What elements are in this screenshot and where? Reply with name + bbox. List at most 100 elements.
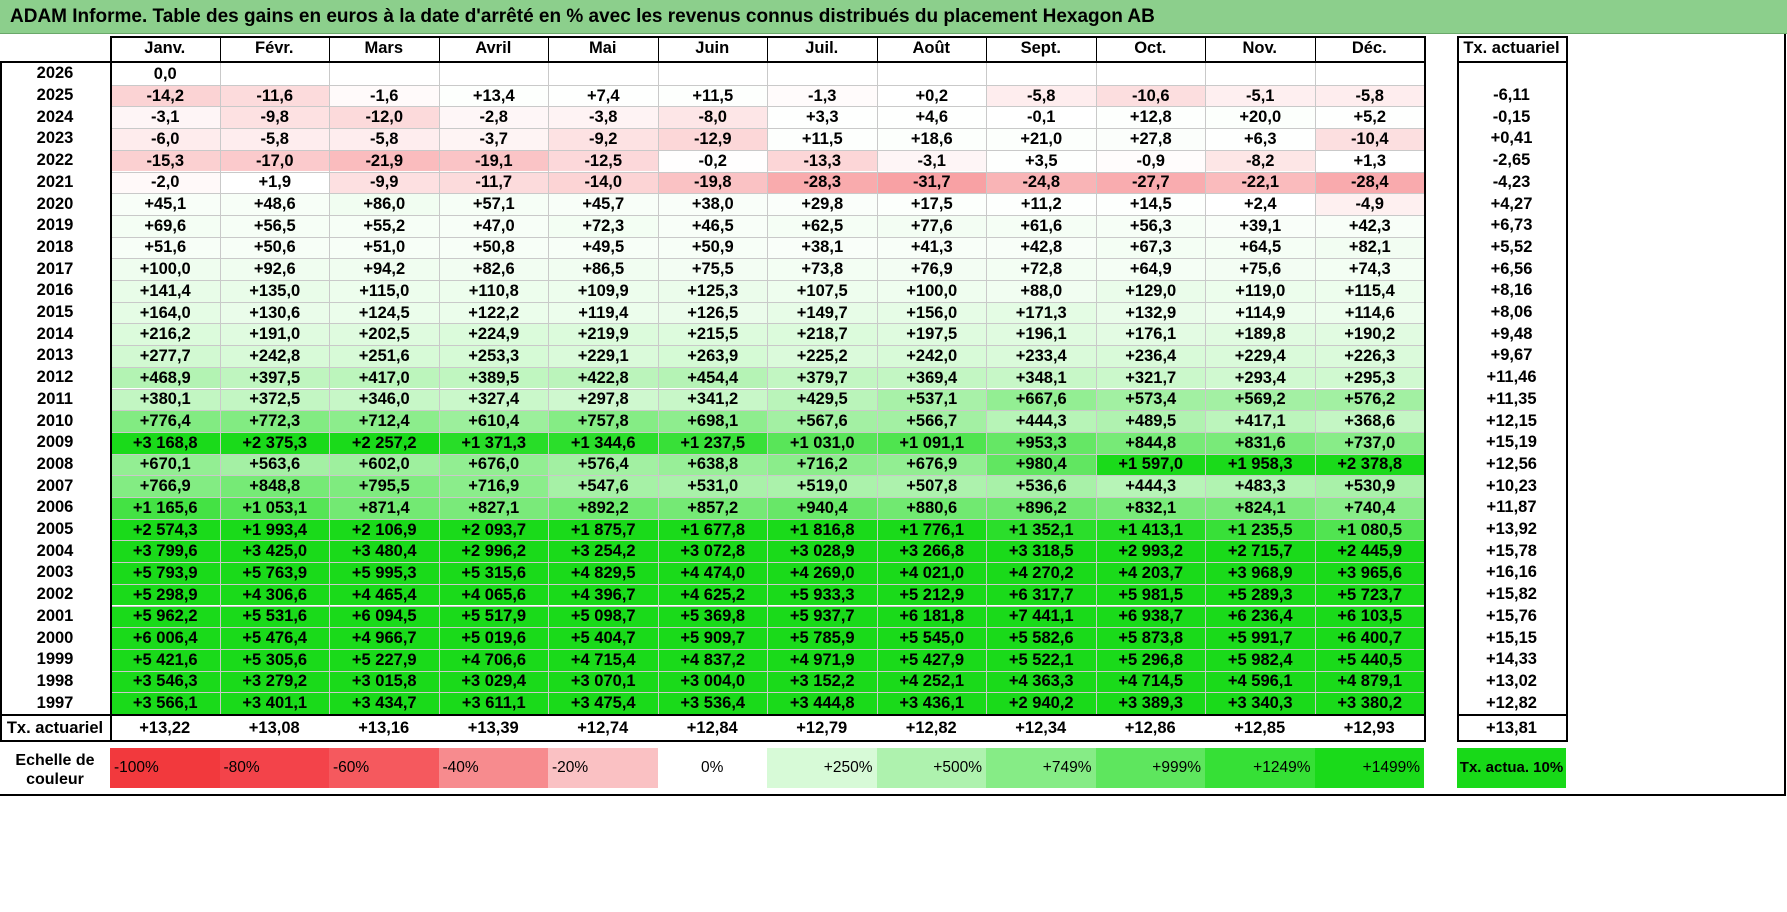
gain-cell: +3 072,8 — [658, 541, 767, 563]
grid-line — [110, 648, 1424, 650]
gain-cell: +156,0 — [877, 302, 986, 324]
gain-cell: +871,4 — [330, 498, 439, 519]
gain-cell: +3 028,9 — [768, 541, 877, 563]
gain-cell: -28,3 — [768, 172, 877, 194]
overall-rate-cell: +13,81 — [1486, 718, 1537, 737]
gain-cell: +100,0 — [111, 259, 220, 280]
gain-cell: +64,5 — [1206, 237, 1315, 259]
grid-line — [110, 258, 1424, 260]
annual-rate-cell: -0,15 — [1492, 107, 1531, 126]
gain-cell: +716,2 — [768, 454, 877, 476]
gain-cell: +48,6 — [220, 194, 329, 215]
gain-cell: +107,5 — [768, 281, 877, 302]
gain-cell: +832,1 — [1096, 498, 1205, 519]
gain-cell: +772,3 — [220, 411, 329, 432]
gain-cell: +4 306,6 — [220, 584, 329, 606]
gain-cell: -5,8 — [987, 85, 1096, 107]
gain-cell: +576,4 — [549, 454, 658, 476]
gain-cell: +1,9 — [220, 172, 329, 194]
gain-cell: +50,9 — [658, 237, 767, 259]
gain-cell: -13,3 — [768, 150, 877, 172]
gain-cell: +11,2 — [987, 194, 1096, 215]
year-label: 1999 — [36, 650, 74, 669]
gain-cell: +1 031,0 — [768, 432, 877, 454]
gain-cell: +2 940,2 — [987, 693, 1096, 714]
gain-cell: +76,9 — [877, 259, 986, 280]
gain-cell: +602,0 — [330, 454, 439, 476]
gain-cell: +6 317,7 — [987, 584, 1096, 606]
monthly-rate-cell: +12,79 — [796, 718, 848, 737]
gain-cell: +940,4 — [768, 498, 877, 519]
gain-cell: +1 677,8 — [658, 519, 767, 541]
gain-cell: +49,5 — [549, 237, 658, 259]
gain-cell: -22,1 — [1206, 172, 1315, 194]
gain-cell: +236,4 — [1096, 346, 1205, 367]
gain-cell: +6 181,8 — [877, 606, 986, 628]
grid-line — [110, 84, 1424, 86]
gain-cell: +110,8 — [439, 281, 548, 302]
gain-cell: +2 996,2 — [439, 541, 548, 563]
month-header: Nov. — [1242, 39, 1278, 57]
color-scale-swatch: -20% — [548, 748, 658, 788]
gain-cell: +6 006,4 — [111, 628, 220, 649]
gain-cell: -12,0 — [330, 107, 439, 129]
gain-cell: +115,4 — [1315, 281, 1424, 302]
year-label: 2019 — [36, 216, 74, 235]
gain-cell: +69,6 — [111, 215, 220, 237]
table-border — [1314, 36, 1316, 61]
gain-cell: +4 270,2 — [987, 563, 1096, 584]
grid-line — [110, 345, 1424, 347]
gain-cell: +670,1 — [111, 454, 220, 476]
gain-cell: +2 378,8 — [1315, 454, 1424, 476]
gain-cell: +5 404,7 — [549, 628, 658, 649]
gain-cell: +115,0 — [330, 281, 439, 302]
gain-cell: +242,8 — [220, 346, 329, 367]
color-scale-swatch: +1249% — [1205, 748, 1315, 788]
gain-cell: +1 091,1 — [877, 432, 986, 454]
gain-cell: +1 958,3 — [1206, 454, 1315, 476]
table-border — [110, 61, 1424, 63]
gain-cell — [877, 64, 986, 85]
gain-cell: +72,3 — [549, 215, 658, 237]
gain-cell: +164,0 — [111, 302, 220, 324]
gain-cell: +149,7 — [768, 302, 877, 324]
gain-cell: +4 203,7 — [1096, 563, 1205, 584]
year-label: 2016 — [36, 281, 74, 300]
gain-cell: +3 254,2 — [549, 541, 658, 563]
year-label: 2005 — [36, 520, 74, 539]
table-border — [1457, 714, 1566, 716]
gain-cell: +122,2 — [439, 302, 548, 324]
gain-cell: +219,9 — [549, 324, 658, 346]
gain-cell: +1 080,5 — [1315, 519, 1424, 541]
gain-cell: +51,0 — [330, 237, 439, 259]
gain-cell: +5 427,9 — [877, 649, 986, 671]
gain-cell: +64,9 — [1096, 259, 1205, 280]
gain-cell: +536,6 — [987, 476, 1096, 497]
gain-cell: +171,3 — [987, 302, 1096, 324]
gain-cell: +5,2 — [1315, 107, 1424, 129]
table-border — [0, 794, 1786, 796]
gain-cell: +215,5 — [658, 324, 767, 346]
gain-cell: +20,0 — [1206, 107, 1315, 129]
annual-rate-cell: +12,82 — [1486, 693, 1537, 712]
annual-rate-cell: +9,48 — [1490, 324, 1533, 343]
month-header: Janv. — [144, 39, 186, 57]
annual-rate-cell: +4,27 — [1490, 194, 1533, 213]
gain-cell: +2,4 — [1206, 194, 1315, 215]
gain-cell: -28,4 — [1315, 172, 1424, 194]
month-header: Juin — [695, 39, 730, 57]
gain-cell: +5 298,9 — [111, 584, 220, 606]
gain-cell: -9,9 — [330, 172, 439, 194]
gain-cell: +369,4 — [877, 367, 986, 389]
gain-cell: -0,1 — [987, 107, 1096, 129]
year-label: 2001 — [36, 606, 74, 625]
gain-cell: +5 981,5 — [1096, 584, 1205, 606]
gain-cell: +454,4 — [658, 367, 767, 389]
gain-cell: +94,2 — [330, 259, 439, 280]
gain-cell: -17,0 — [220, 150, 329, 172]
gain-cell: +5 098,7 — [549, 606, 658, 628]
gain-cell: +50,8 — [439, 237, 548, 259]
gain-cell: +5 315,6 — [439, 563, 548, 584]
gain-cell: +196,1 — [987, 324, 1096, 346]
gain-cell: +4 829,5 — [549, 563, 658, 584]
